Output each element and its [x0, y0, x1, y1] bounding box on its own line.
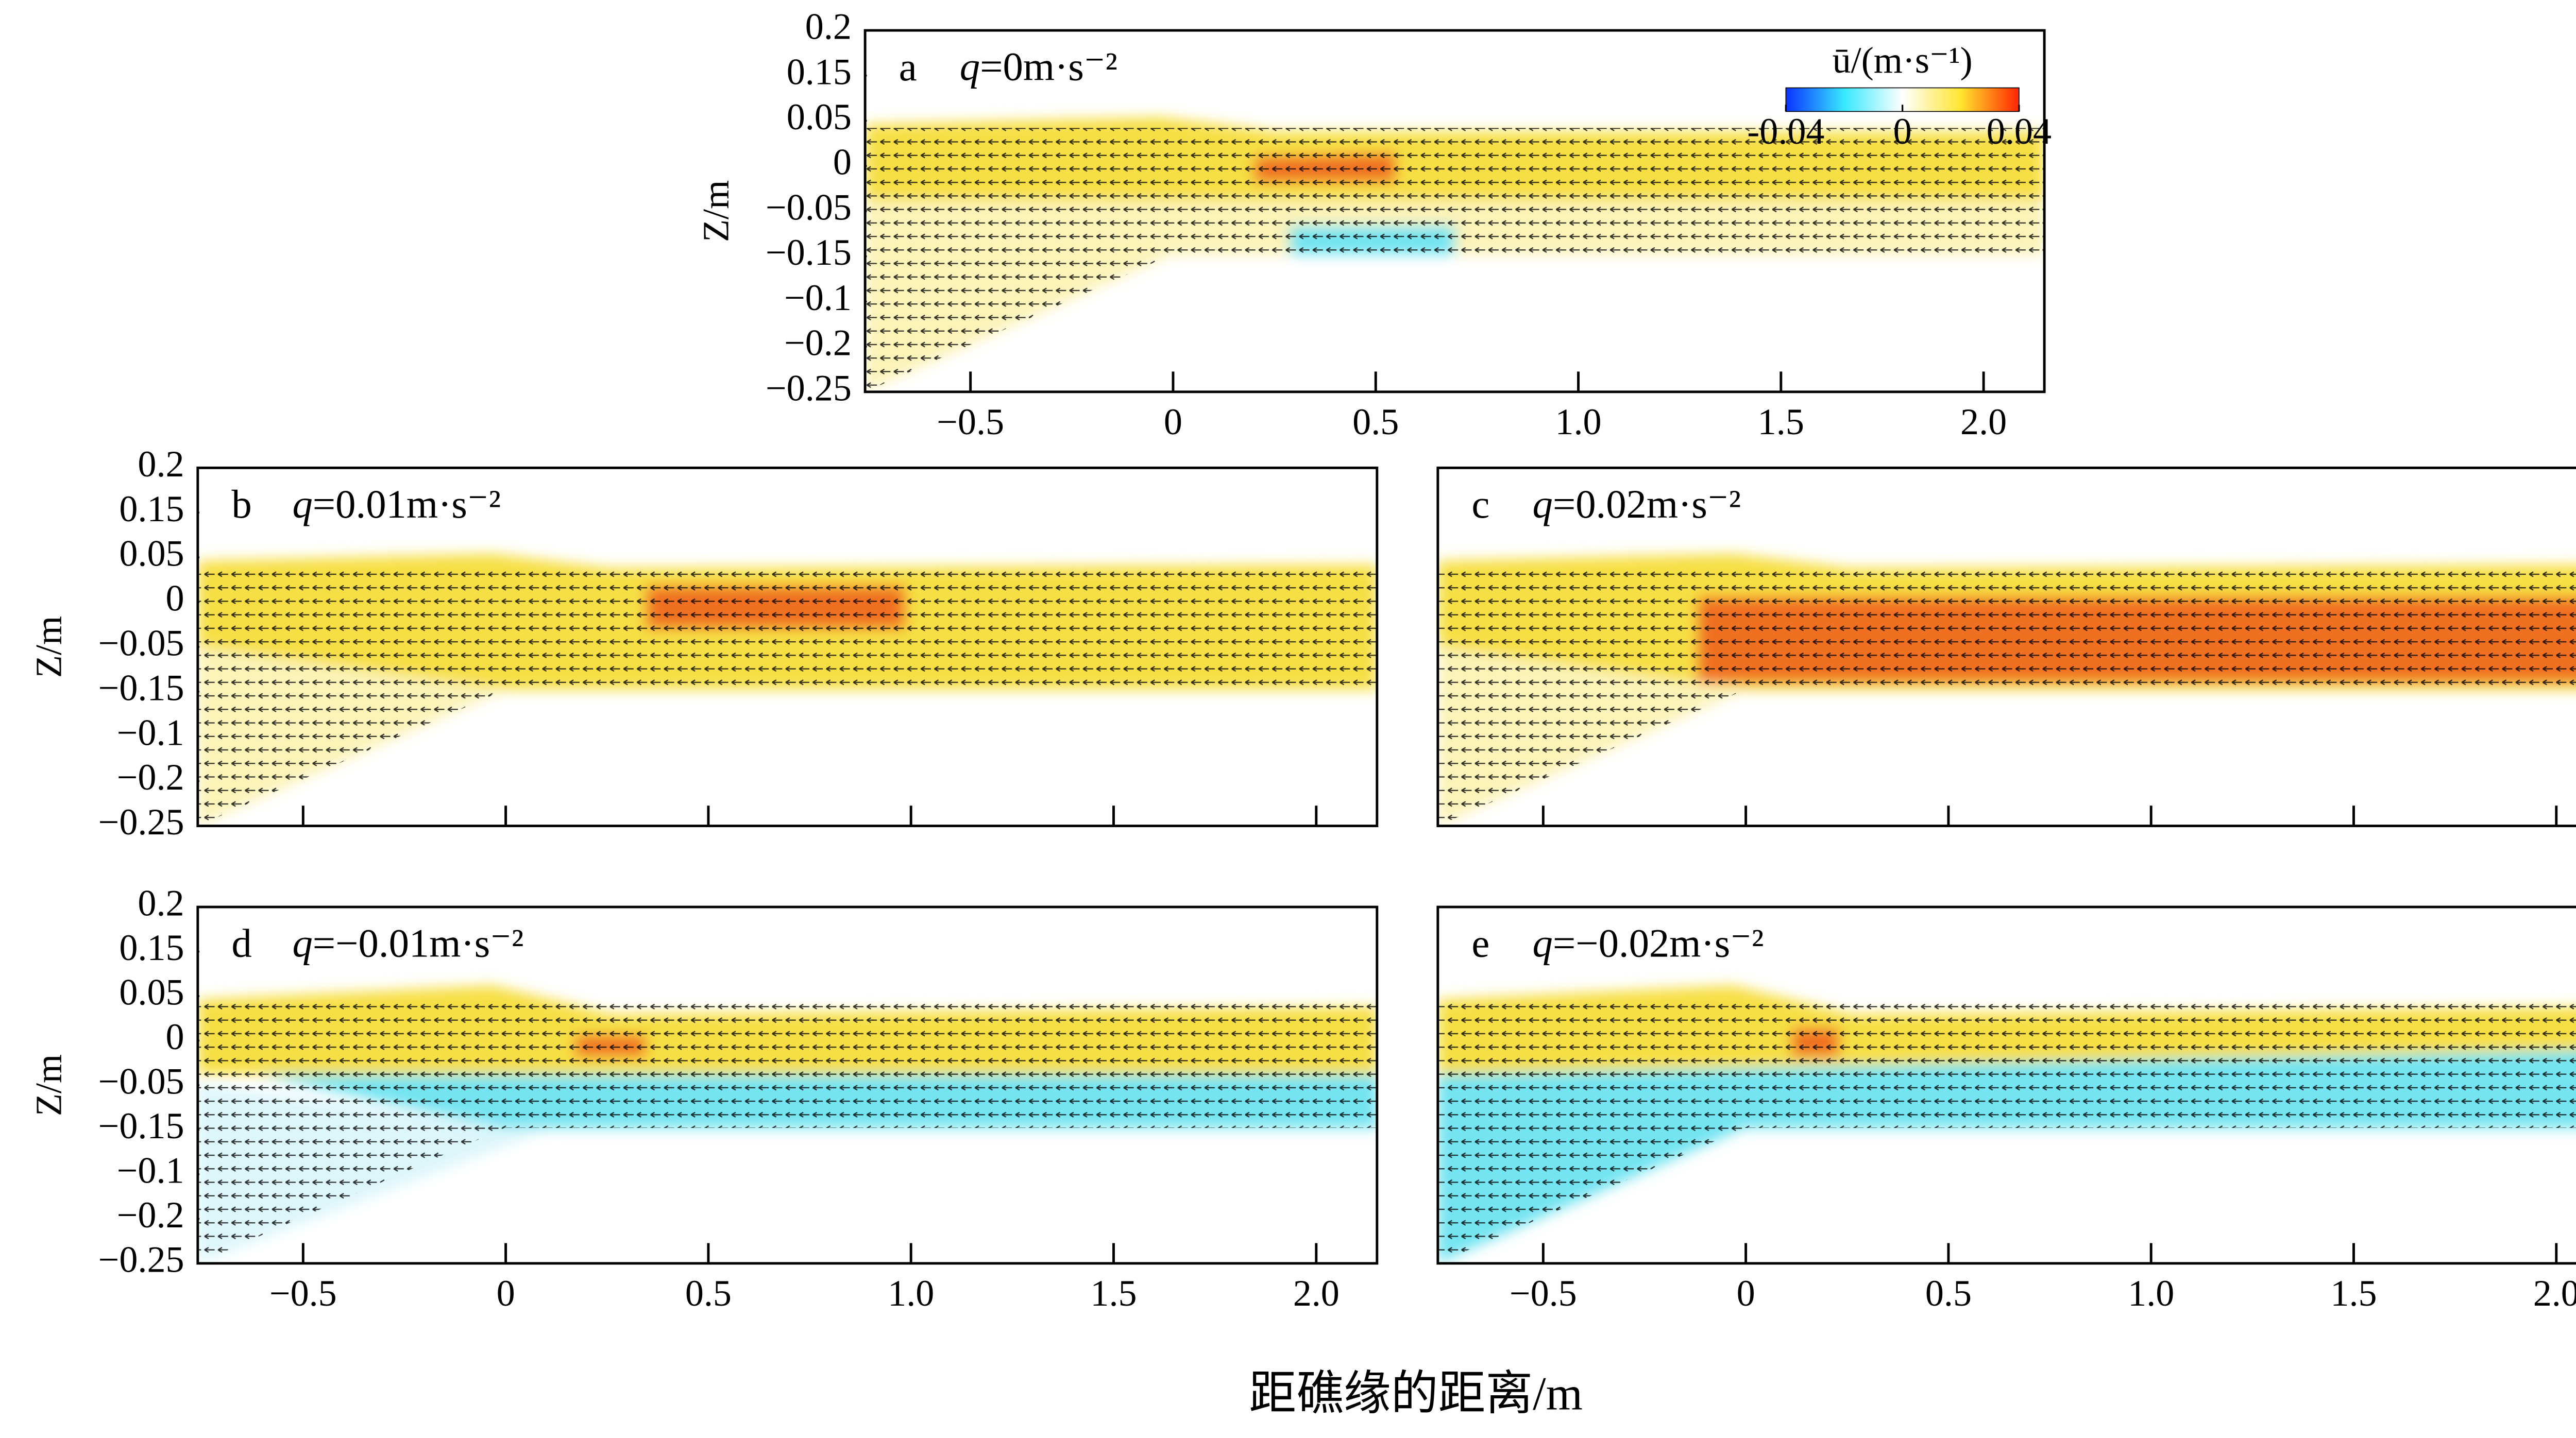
x-tick-label: 1.0 — [1555, 401, 1601, 442]
x-tick-label: 1.0 — [888, 1273, 934, 1314]
plot-frame — [1436, 905, 2576, 1265]
x-tick-label: 0 — [497, 1273, 515, 1314]
y-tick-label: −0.25 — [766, 367, 852, 408]
panel-title: q=−0.02m·s⁻² — [1532, 921, 1764, 966]
velocity-arrows — [1437, 1003, 2576, 1263]
colorbar-tick-label: 0.04 — [1987, 111, 2052, 152]
y-tick-label: 0.15 — [787, 51, 852, 92]
y-tick-label: −0.1 — [117, 712, 184, 753]
y-tick-label: −0.15 — [98, 667, 184, 708]
velocity-arrows — [197, 1003, 1377, 1263]
y-tick-label: −0.15 — [98, 1105, 184, 1146]
x-tick-label: 0.5 — [1352, 401, 1399, 442]
x-tick-label: 0.5 — [685, 1273, 732, 1314]
x-tick-label: 1.5 — [1758, 401, 1804, 442]
y-tick-label: −0.1 — [784, 277, 852, 318]
velocity-arrows — [865, 128, 2045, 392]
y-tick-label: −0.25 — [98, 801, 184, 843]
panel-letter: c — [1471, 482, 1489, 527]
colorbar-tick-label: 0 — [1893, 111, 1912, 152]
panel: b q=0.01m·s⁻²Z/m0.20.150.050−0.05−0.15−0.… — [28, 443, 1379, 843]
y-tick-label: −0.05 — [98, 1061, 184, 1102]
x-axis-label: 距礁缘的距离/m — [1249, 1367, 1583, 1419]
y-tick-label: 0.2 — [138, 443, 184, 485]
y-tick-label: −0.2 — [784, 322, 852, 364]
x-tick-label: 0.5 — [1925, 1273, 1972, 1314]
y-tick-label: −0.15 — [766, 232, 852, 273]
panel-title: q=0.02m·s⁻² — [1532, 482, 1741, 527]
y-axis-label: Z/m — [696, 180, 737, 242]
velocity-arrows — [1437, 564, 2576, 826]
panel-title: q=0m·s⁻² — [960, 45, 1117, 90]
x-tick-label: −0.5 — [269, 1273, 337, 1314]
panel-title: q=0.01m·s⁻² — [292, 482, 501, 527]
y-tick-label: 0 — [833, 142, 852, 183]
y-tick-label: −0.05 — [766, 186, 852, 228]
panel-letter: e — [1471, 921, 1489, 966]
panel-letter: a — [899, 45, 917, 90]
colorbar-label: ū/(m·s⁻¹) — [1833, 40, 1973, 81]
x-tick-label: 1.5 — [2330, 1273, 2377, 1314]
y-tick-label: 0 — [166, 578, 184, 619]
x-tick-label: 0 — [1164, 401, 1182, 442]
x-tick-label: 2.0 — [1293, 1273, 1340, 1314]
x-tick-label: 0 — [1737, 1273, 1755, 1314]
velocity-field — [1437, 985, 2576, 1263]
velocity-arrows — [197, 564, 1377, 826]
y-tick-label: 0.05 — [787, 96, 852, 138]
y-tick-label: −0.2 — [117, 757, 184, 798]
y-tick-label: −0.1 — [117, 1150, 184, 1191]
y-tick-label: 0.2 — [805, 6, 852, 47]
panel: c q=0.02m·s⁻² — [1436, 466, 2576, 828]
y-axis-label: Z/m — [28, 1054, 69, 1116]
x-tick-label: −0.5 — [937, 401, 1004, 442]
colorbar-tick-label: -0.04 — [1747, 111, 1824, 152]
panel-title: q=−0.01m·s⁻² — [292, 921, 523, 966]
y-tick-label: −0.25 — [98, 1239, 184, 1280]
y-tick-label: −0.2 — [117, 1194, 184, 1236]
panel: d q=−0.01m·s⁻² Z/m −0.5 0 0.5 1.0 1.5 2.0 0.20.15… — [28, 883, 1379, 1314]
panel: e q=−0.02m·s⁻² −0.5 0 0.5 1.0 1.5 2.0 — [1436, 905, 2576, 1314]
y-axis-label: Z/m — [28, 616, 69, 678]
y-tick-label: 0.05 — [119, 972, 184, 1013]
velocity-field — [197, 985, 1377, 1263]
x-tick-label: 1.0 — [2128, 1273, 2174, 1314]
x-tick-label: −0.5 — [1510, 1273, 1577, 1314]
x-tick-label: 2.0 — [2533, 1273, 2576, 1314]
y-tick-label: 0 — [166, 1016, 184, 1057]
y-tick-label: 0.05 — [119, 533, 184, 574]
y-tick-label: 0.15 — [119, 927, 184, 968]
y-tick-label: 0.2 — [138, 883, 184, 924]
panel-letter: d — [231, 921, 251, 966]
x-tick-label: 2.0 — [1960, 401, 2007, 442]
y-tick-label: 0.15 — [119, 488, 184, 529]
plot-frame — [1436, 466, 2576, 828]
x-tick-label: 1.5 — [1090, 1273, 1137, 1314]
velocity-field — [1437, 554, 2576, 826]
panel: a q=0m·s⁻² Z/m −0.5 0 0.5 1.0 1.5 2.0 0.20.150.05… — [696, 6, 2052, 442]
panel-letter: b — [231, 482, 251, 527]
y-tick-label: −0.05 — [98, 623, 184, 664]
velocity-field — [865, 117, 2045, 392]
velocity-field — [197, 554, 1377, 826]
